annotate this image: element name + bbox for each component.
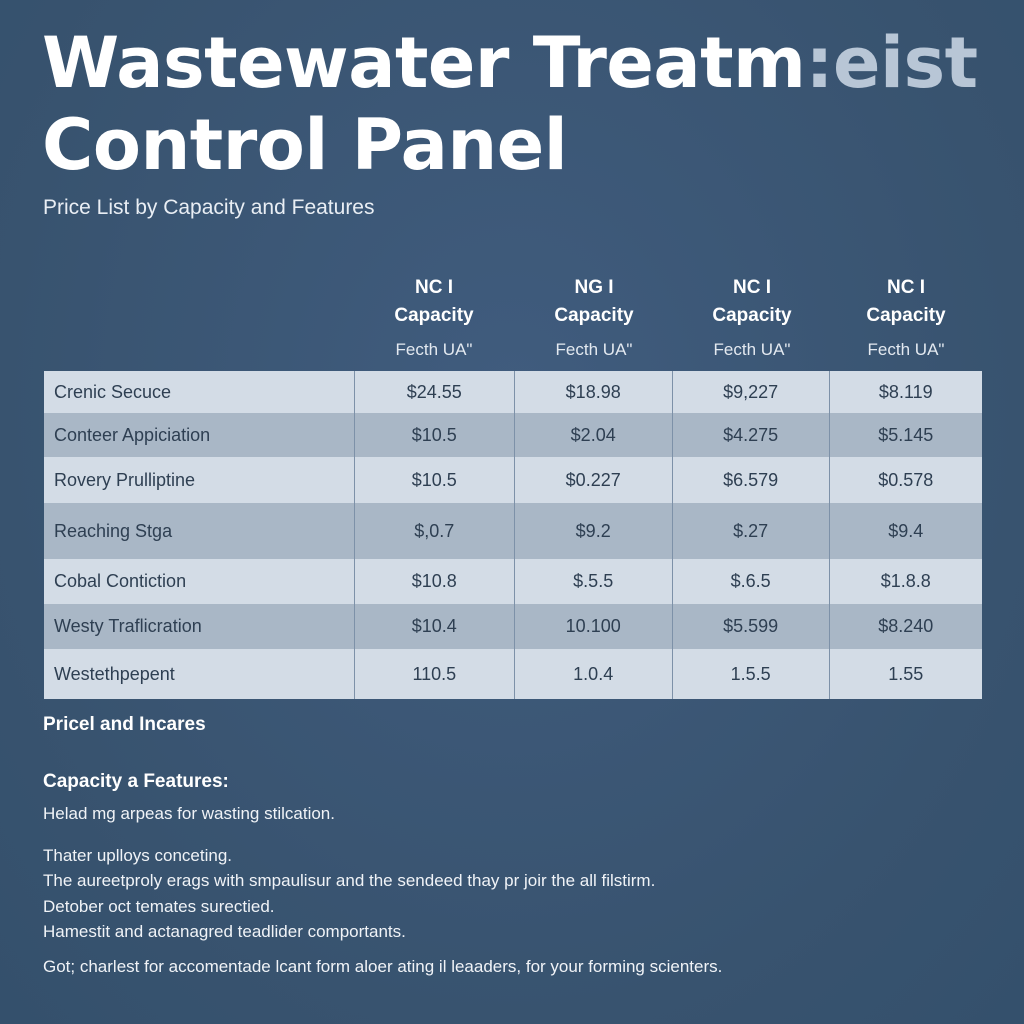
row-label: Crenic Secuce <box>44 371 355 413</box>
column-header-line3: Fecth UA" <box>395 340 473 359</box>
table-cell: $10.5 <box>354 413 515 457</box>
table-cell: $24.55 <box>354 371 515 413</box>
table-row: Westy Traflicration $10.4 10.100 $5.599 … <box>44 604 982 649</box>
body-text-line: Thater upl​loys conceting. <box>43 846 232 865</box>
table-cell: $.5.5 <box>514 559 673 604</box>
page-title: Wastewater Treatm:eist Control Panel <box>42 22 978 186</box>
body-text-line: Helad mg arpeas for wasting stilcation. <box>43 804 335 823</box>
column-header-3: NC I Capacity Fecth UA" <box>672 274 832 360</box>
row-label: Rovery Prulliptine <box>44 457 355 503</box>
table-cell: 110.5 <box>354 649 515 699</box>
column-header-line1: NG I <box>574 277 614 298</box>
row-label: Reaching Stga <box>44 503 355 559</box>
table-cell: $9,227 <box>672 371 830 413</box>
page-subtitle: Price List by Capacity and Features <box>43 196 375 219</box>
body-text-line: The aureetproly erags with smpaulisur an… <box>43 871 656 890</box>
body-text-line: Got; charlest for accomentade lcant form… <box>43 957 723 976</box>
table-cell: $2.04 <box>514 413 673 457</box>
column-header-line3: Fecth UA" <box>713 340 791 359</box>
features-heading: Capacity a Features: <box>43 771 229 792</box>
table-row: Westethpepent 110.5 1.0.4 1.5.5 1.55 <box>44 649 982 699</box>
table-cell: $10.4 <box>354 604 515 649</box>
table-cell: $9.2 <box>514 503 673 559</box>
body-text-line: Detober oct temates surectied. <box>43 897 275 916</box>
table-cell: $.6.5 <box>672 559 830 604</box>
table-cell: $8.119 <box>829 371 982 413</box>
column-header-line1: NC I <box>415 277 453 298</box>
table-cell: 10.100 <box>514 604 673 649</box>
table-row: Crenic Secuce $24.55 $18.98 $9,227 $8.11… <box>44 371 982 413</box>
column-header-line2: Capacity <box>394 305 474 326</box>
title-line1-main: Wastewater Treatm <box>42 22 806 104</box>
table-cell: $18.98 <box>514 371 673 413</box>
row-label: Westy Traflicration <box>44 604 355 649</box>
column-header-line3: Fecth UA" <box>555 340 633 359</box>
pricing-heading: Pricel and Incares <box>43 714 206 735</box>
price-table: Crenic Secuce $24.55 $18.98 $9,227 $8.11… <box>44 371 982 699</box>
table-cell: 1.55 <box>829 649 982 699</box>
table-cell: $4.275 <box>672 413 830 457</box>
table-cell: $10.8 <box>354 559 515 604</box>
table-cell: $9.4 <box>829 503 982 559</box>
column-header-line2: Capacity <box>866 305 946 326</box>
table-cell: $10.5 <box>354 457 515 503</box>
column-header-line2: Capacity <box>712 305 792 326</box>
column-header-line1: NC I <box>733 277 771 298</box>
column-header-line3: Fecth UA" <box>867 340 945 359</box>
table-cell: $,0.7 <box>354 503 515 559</box>
table-cell: $5.599 <box>672 604 830 649</box>
table-row: Rovery Prulliptine $10.5 $0.227 $6.579 $… <box>44 457 982 503</box>
table-cell: 1.5.5 <box>672 649 830 699</box>
column-header-2: NG I Capacity Fecth UA" <box>514 274 674 360</box>
column-header-line2: Capacity <box>554 305 634 326</box>
body-text-line: Hamestit and actanagred teadlider compor… <box>43 922 406 941</box>
row-label: Westethpepent <box>44 649 355 699</box>
title-line2: Control Panel <box>42 104 568 186</box>
table-row: Cobal Contiction $10.8 $.5.5 $.6.5 $1.8.… <box>44 559 982 604</box>
table-cell: $8.240 <box>829 604 982 649</box>
table-cell: $0.227 <box>514 457 673 503</box>
table-row: Reaching Stga $,0.7 $9.2 $.27 $9.4 <box>44 503 982 559</box>
table-cell: $.27 <box>672 503 830 559</box>
column-header-line1: NC I <box>887 277 925 298</box>
column-header-4: NC I Capacity Fecth UA" <box>826 274 986 360</box>
table-cell: $0.578 <box>829 457 982 503</box>
table-cell: 1.0.4 <box>514 649 673 699</box>
table-cell: $5.145 <box>829 413 982 457</box>
row-label: Conteer Appiciation <box>44 413 355 457</box>
title-line1-fade: :eist <box>805 22 978 104</box>
table-row: Conteer Appiciation $10.5 $2.04 $4.275 $… <box>44 413 982 457</box>
table-cell: $6.579 <box>672 457 830 503</box>
row-label: Cobal Contiction <box>44 559 355 604</box>
column-header-1: NC I Capacity Fecth UA" <box>354 274 514 360</box>
table-cell: $1.8.8 <box>829 559 982 604</box>
